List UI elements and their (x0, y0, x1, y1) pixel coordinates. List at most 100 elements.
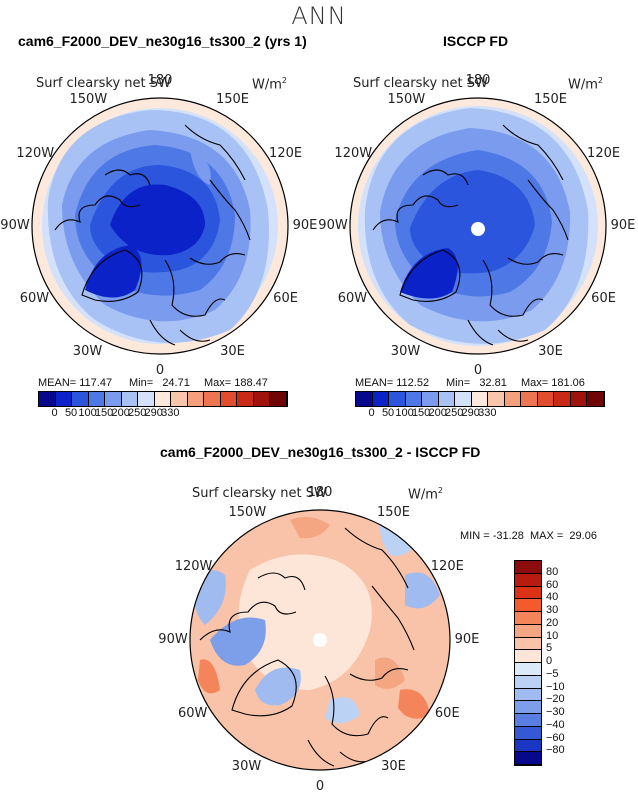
lon-label-map2-3: 90E (610, 218, 636, 233)
colorbar-diff-swatch (515, 701, 541, 714)
colorbar-diff-swatch (515, 637, 541, 651)
colorbar-model-swatch (187, 392, 205, 406)
colorbar-obs-swatch (570, 392, 588, 406)
colorbar-obs-tick-label: 0 (368, 407, 375, 419)
colorbar-model-swatch (220, 392, 238, 406)
colorbar-diff-swatch (515, 688, 541, 702)
lon-label-map1-6: 0 (155, 363, 165, 378)
lon-label-map3-0: 180 (307, 485, 333, 500)
lon-label-map1-10: 120W (16, 145, 55, 161)
colorbar-diff-tick-label: 10 (546, 629, 559, 642)
lon-label-map2-9: 90W (318, 218, 348, 233)
colorbar-obs-swatch (405, 392, 423, 406)
colorbar-diff-swatch (515, 714, 541, 727)
colorbar-model-tick-label: 250 (128, 407, 147, 419)
lon-label-map3-10: 120W (174, 558, 213, 574)
colorbar-diff-swatch (515, 561, 541, 574)
colorbar-diff-swatch (515, 675, 541, 689)
panel1-title: cam6_F2000_DEV_ne30g16_ts300_2 (yrs 1) (18, 33, 307, 49)
colorbar-obs-swatch (438, 392, 456, 406)
colorbar-diff-tick-label: 0 (546, 655, 553, 667)
colorbar-obs (355, 391, 605, 407)
colorbar-obs-swatch (521, 392, 538, 406)
colorbar-model-swatch (72, 392, 89, 406)
colorbar-diff-swatch (515, 739, 541, 753)
colorbar-diff-tick-label: 5 (546, 642, 553, 655)
colorbar-diff-tick-label: 30 (546, 604, 559, 616)
lon-label-map2-6: 0 (473, 363, 483, 378)
colorbar-model-swatch (154, 392, 172, 406)
colorbar-obs-swatch (389, 392, 406, 406)
panel2-min: Min= 32.81 (446, 377, 507, 389)
lon-label-map3-9: 90W (158, 632, 188, 647)
colorbar-diff-swatch (515, 726, 541, 740)
panel3-title: cam6_F2000_DEV_ne30g16_ts300_2 - ISCCP F… (160, 444, 481, 460)
colorbar-diff-tick-label: −30 (546, 706, 565, 718)
panel2-max: Max= 181.06 (521, 377, 585, 389)
lon-label-map3-1: 150E (376, 504, 411, 520)
lon-label-map1-7: 30W (72, 343, 103, 359)
colorbar-model-tick-label: 150 (94, 407, 114, 419)
colorbar-model-tick-label: 100 (78, 407, 97, 419)
panel1-varname: Surf clearsky net SW (36, 76, 171, 91)
lon-label-map2-0: 180 (465, 73, 491, 88)
colorbar-obs-swatch (372, 392, 390, 406)
colorbar-obs-swatch (356, 392, 373, 406)
colorbar-model-swatch (55, 392, 73, 406)
colorbar-model-tick-label: 290 (144, 407, 163, 419)
lon-label-map3-11: 150W (228, 504, 267, 520)
colorbar-model-tick-label: 50 (64, 407, 78, 419)
colorbar-obs-tick-label: 50 (381, 407, 395, 419)
map-obs-coastlines (372, 124, 569, 346)
colorbar-obs-tick-label: 330 (478, 407, 497, 419)
colorbar-model-swatch (270, 392, 287, 406)
colorbar-model-swatch (253, 392, 271, 406)
colorbar-diff-labels: 80 60 40 30 20 10 5 0 −5 −10 −20 −30 −40 −60 −80 (546, 560, 586, 764)
colorbar-obs-swatch (587, 392, 604, 406)
colorbar-diff-swatch (515, 573, 541, 587)
colorbar-diff-swatch (515, 612, 541, 625)
panel3-varname: Surf clearsky net SW (192, 486, 327, 501)
lon-label-map1-2: 120E (269, 145, 303, 161)
lon-label-map1-1: 150E (215, 92, 250, 108)
map-obs (350, 98, 606, 354)
lon-label-map3-6: 0 (315, 779, 325, 794)
colorbar-diff-swatch (515, 752, 541, 765)
panel2-varname: Surf clearsky net SW (353, 76, 488, 91)
panel1-mean: MEAN= 117.47 (38, 377, 113, 389)
lon-label-map2-11: 150W (387, 92, 426, 108)
lon-label-map2-2: 120E (587, 145, 621, 161)
lon-label-map1-5: 30E (220, 343, 245, 359)
colorbar-diff-swatch (515, 650, 541, 663)
colorbar-diff (514, 560, 542, 766)
colorbar-obs-swatch (554, 392, 571, 406)
colorbar-diff-tick-label: −40 (546, 718, 565, 731)
colorbar-diff-tick-label: 80 (546, 565, 559, 578)
lon-label-map1-4: 60E (273, 290, 298, 306)
colorbar-diff-tick-label: −60 (546, 731, 565, 744)
colorbar-model-swatch (105, 392, 122, 406)
colorbar-obs-swatch (455, 392, 472, 406)
map-model-outline (31, 97, 289, 355)
map-obs-outline (349, 97, 607, 355)
lon-label-map2-5: 30E (538, 343, 563, 359)
colorbar-obs-tick-label: 250 (445, 407, 464, 419)
colorbar-model-swatch (39, 392, 56, 406)
colorbar-model-labels: 0 50 100 150 200 250 290 330 (38, 407, 286, 421)
map-diff-outline (189, 509, 451, 771)
colorbar-model-tick-label: 200 (111, 407, 130, 419)
lon-label-map1-9: 90W (0, 218, 30, 233)
lon-label-map3-2: 120E (430, 558, 464, 574)
lon-label-map3-5: 30E (381, 759, 406, 775)
colorbar-model-swatch (204, 392, 221, 406)
panel3-minmax: MIN = -31.28 MAX = 29.06 (460, 530, 597, 542)
colorbar-obs-labels: 0 50 100 150 200 250 290 330 (355, 407, 603, 421)
colorbar-diff-tick-label: −5 (546, 667, 559, 680)
lon-label-map3-4: 60E (434, 705, 460, 721)
colorbar-model-swatch (88, 392, 106, 406)
lon-label-map1-0: 180 (147, 73, 173, 88)
panel3-units: W/m2 (408, 486, 443, 503)
lon-label-map1-8: 60W (19, 290, 50, 306)
lon-label-map2-8: 60W (337, 290, 368, 306)
